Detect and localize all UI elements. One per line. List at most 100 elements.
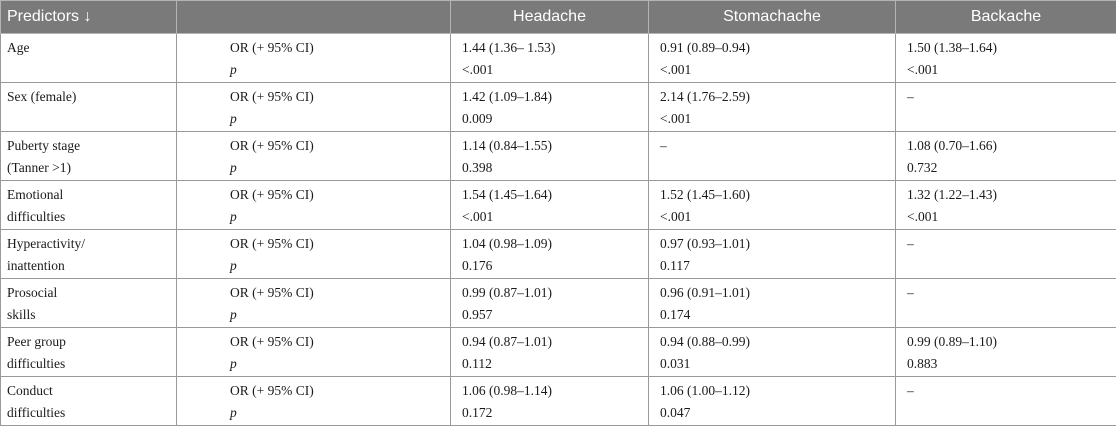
backache-or-value: 1.50 (1.38–1.64) [907, 37, 1110, 59]
headache-p-value: 0.398 [462, 157, 642, 179]
stomachache-p-value: 0.117 [660, 255, 889, 277]
predictor-name-line: (Tanner >1) [7, 157, 170, 179]
table-row: Puberty stage(Tanner >1) OR (+ 95% CI)p 1.… [1, 132, 1116, 181]
predictor-cell: Sex (female) [1, 83, 177, 132]
backache-cell: 1.08 (0.70–1.66)0.732 [896, 132, 1116, 181]
statistic-cell: OR (+ 95% CI)p [177, 181, 451, 230]
predictor-cell: Puberty stage(Tanner >1) [1, 132, 177, 181]
p-value-label: p [230, 206, 444, 228]
statistic-cell: OR (+ 95% CI)p [177, 83, 451, 132]
statistic-cell: OR (+ 95% CI)p [177, 279, 451, 328]
statistic-cell: OR (+ 95% CI)p [177, 377, 451, 426]
or-ci-label: OR (+ 95% CI) [230, 282, 444, 304]
stomachache-or-value: 0.91 (0.89–0.94) [660, 37, 889, 59]
headache-cell: 1.54 (1.45–1.64)<.001 [451, 181, 649, 230]
backache-p-value: 0.732 [907, 157, 1110, 179]
backache-cell: 1.32 (1.22–1.43)<.001 [896, 181, 1116, 230]
backache-or-value: 0.99 (0.89–1.10) [907, 331, 1110, 353]
headache-cell: 1.44 (1.36– 1.53)<.001 [451, 34, 649, 83]
backache-cell: – [896, 230, 1116, 279]
stomachache-p-value: 0.174 [660, 304, 889, 326]
stomachache-cell: 0.97 (0.93–1.01)0.117 [649, 230, 896, 279]
headache-p-value: <.001 [462, 206, 642, 228]
header-blank [177, 1, 451, 34]
headache-p-value: 0.009 [462, 108, 642, 130]
predictor-cell: Hyperactivity/inattention [1, 230, 177, 279]
predictor-name-line: Sex (female) [7, 86, 170, 108]
headache-or-value: 1.54 (1.45–1.64) [462, 184, 642, 206]
header-predictors: Predictors ↓ [1, 1, 177, 34]
header-backache: Backache [896, 1, 1116, 34]
stomachache-or-value: 1.52 (1.45–1.60) [660, 184, 889, 206]
backache-cell: – [896, 377, 1116, 426]
backache-or-value: – [907, 233, 1110, 255]
headache-or-value: 1.04 (0.98–1.09) [462, 233, 642, 255]
or-ci-label: OR (+ 95% CI) [230, 86, 444, 108]
headache-or-value: 0.99 (0.87–1.01) [462, 282, 642, 304]
predictor-name-line: skills [7, 304, 170, 326]
p-value-label: p [230, 59, 444, 81]
headache-or-value: 1.44 (1.36– 1.53) [462, 37, 642, 59]
stomachache-or-value: – [660, 135, 889, 157]
headache-cell: 0.94 (0.87–1.01)0.112 [451, 328, 649, 377]
backache-or-value: 1.32 (1.22–1.43) [907, 184, 1110, 206]
backache-cell: – [896, 83, 1116, 132]
stomachache-p-value: <.001 [660, 206, 889, 228]
p-value-label: p [230, 402, 444, 424]
backache-or-value: 1.08 (0.70–1.66) [907, 135, 1110, 157]
headache-cell: 0.99 (0.87–1.01)0.957 [451, 279, 649, 328]
statistic-cell: OR (+ 95% CI)p [177, 34, 451, 83]
headache-p-value: 0.112 [462, 353, 642, 375]
backache-p-value [907, 402, 1110, 424]
predictor-name-line: Conduct [7, 380, 170, 402]
headache-or-value: 1.42 (1.09–1.84) [462, 86, 642, 108]
backache-p-value [907, 304, 1110, 326]
predictor-name-line: Hyperactivity/ [7, 233, 170, 255]
or-ci-label: OR (+ 95% CI) [230, 37, 444, 59]
stomachache-p-value [660, 157, 889, 179]
stomachache-cell: – [649, 132, 896, 181]
stomachache-cell: 2.14 (1.76–2.59)<.001 [649, 83, 896, 132]
backache-p-value [907, 255, 1110, 277]
statistic-cell: OR (+ 95% CI)p [177, 230, 451, 279]
predictor-name-line: Emotional [7, 184, 170, 206]
stomachache-or-value: 1.06 (1.00–1.12) [660, 380, 889, 402]
or-ci-label: OR (+ 95% CI) [230, 184, 444, 206]
or-ci-label: OR (+ 95% CI) [230, 233, 444, 255]
stomachache-p-value: <.001 [660, 108, 889, 130]
or-ci-label: OR (+ 95% CI) [230, 380, 444, 402]
headache-cell: 1.42 (1.09–1.84)0.009 [451, 83, 649, 132]
stomachache-cell: 0.94 (0.88–0.99)0.031 [649, 328, 896, 377]
header-stomachache: Stomachache [649, 1, 896, 34]
backache-or-value: – [907, 380, 1110, 402]
p-value-label: p [230, 304, 444, 326]
stomachache-or-value: 0.97 (0.93–1.01) [660, 233, 889, 255]
headache-p-value: <.001 [462, 59, 642, 81]
predictor-name-line: Puberty stage [7, 135, 170, 157]
stomachache-or-value: 2.14 (1.76–2.59) [660, 86, 889, 108]
header-headache: Headache [451, 1, 649, 34]
predictor-name-line: Age [7, 37, 170, 59]
backache-p-value: <.001 [907, 59, 1110, 81]
p-value-label: p [230, 108, 444, 130]
or-ci-label: OR (+ 95% CI) [230, 135, 444, 157]
stomachache-cell: 1.06 (1.00–1.12)0.047 [649, 377, 896, 426]
headache-cell: 1.04 (0.98–1.09)0.176 [451, 230, 649, 279]
stomachache-p-value: 0.047 [660, 402, 889, 424]
p-value-label: p [230, 255, 444, 277]
headache-or-value: 1.14 (0.84–1.55) [462, 135, 642, 157]
predictor-name-line: Prosocial [7, 282, 170, 304]
p-value-label: p [230, 157, 444, 179]
predictor-name-line [7, 108, 170, 130]
stomachache-or-value: 0.94 (0.88–0.99) [660, 331, 889, 353]
predictor-name-line: difficulties [7, 353, 170, 375]
predictor-name-line: difficulties [7, 206, 170, 228]
